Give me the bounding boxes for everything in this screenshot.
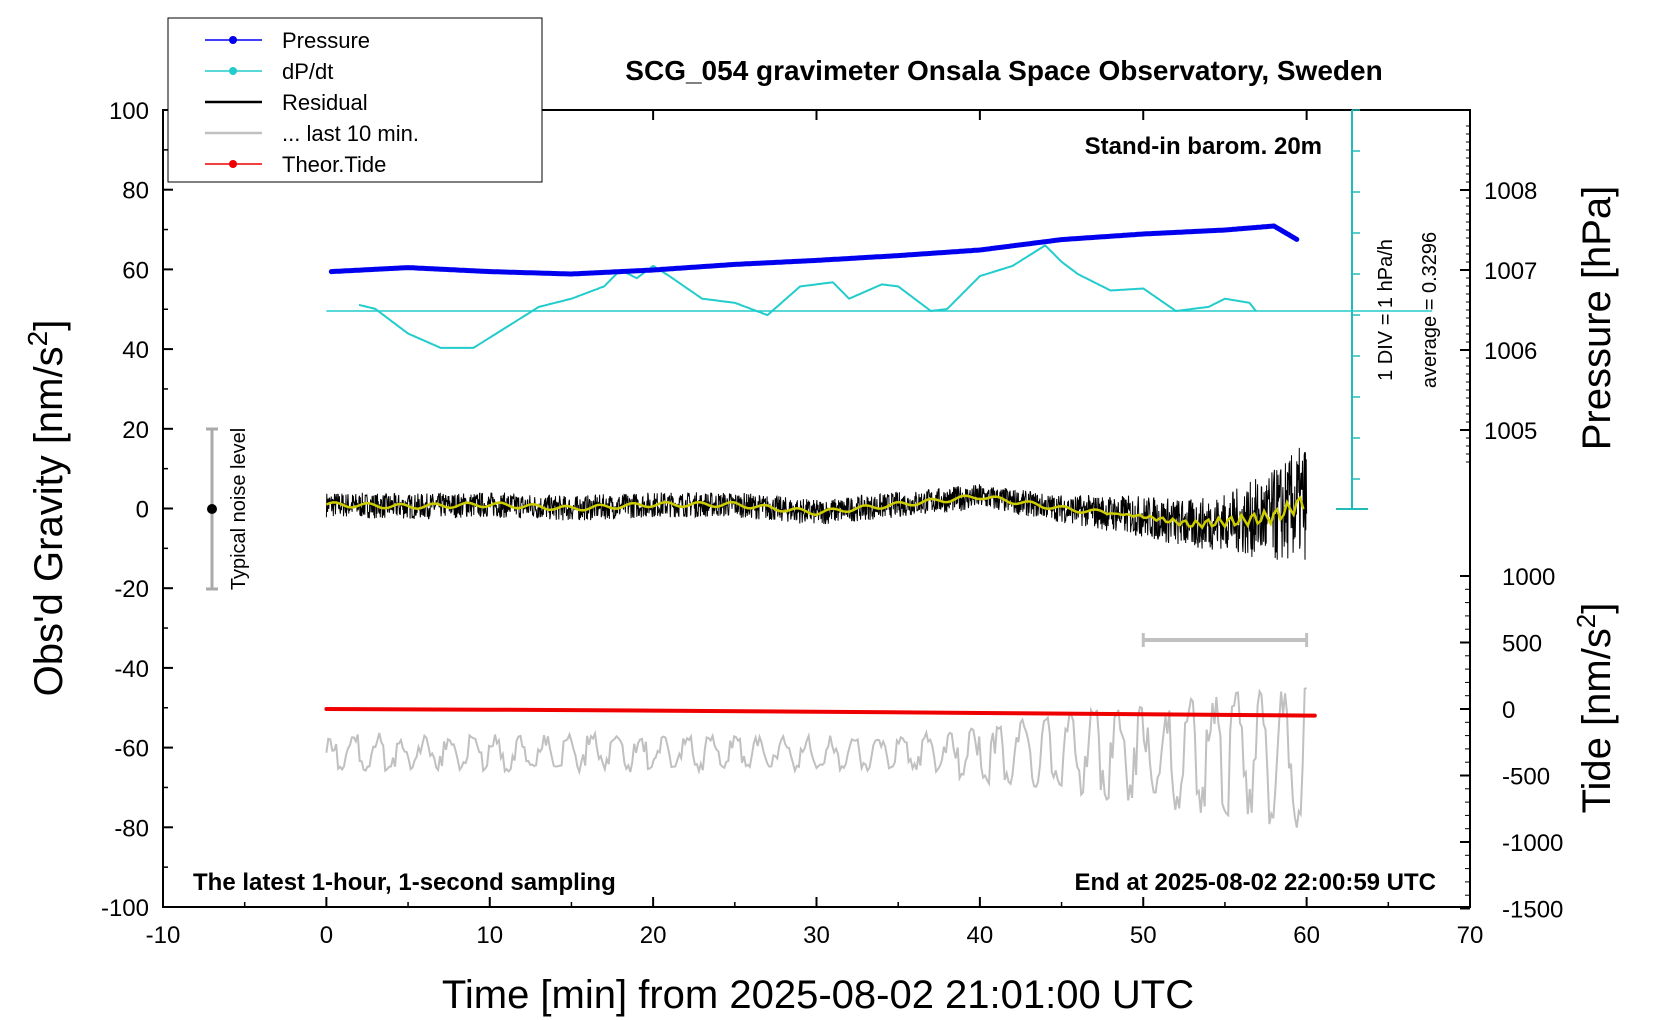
x-tick-label: 30 <box>803 922 830 949</box>
legend-label: Theor.Tide <box>282 152 386 177</box>
x-axis-ticks: -10 0 10 20 30 40 50 60 70 <box>146 110 1484 949</box>
y-axis-ticks: -100 -80 -60 -40 -20 0 20 40 60 80 100 <box>101 98 173 922</box>
x-tick-label: 0 <box>320 922 333 949</box>
noise-level-annotation: Typical noise level <box>228 428 250 590</box>
y-tick-label: -40 <box>114 656 149 683</box>
tide-tick-label: 1000 <box>1502 564 1555 591</box>
tide-axis-label-base: Tide [nm/s <box>1575 628 1619 813</box>
y-tick-label: -60 <box>114 736 149 763</box>
x-tick-label: 60 <box>1293 922 1320 949</box>
pressure-tick-label: 1008 <box>1484 178 1537 205</box>
tide-tick-label: 0 <box>1502 697 1515 724</box>
legend-label: Pressure <box>282 28 370 53</box>
tide-axis-label: Tide [nm/s2] <box>1571 603 1619 814</box>
series-dpdt <box>358 244 1257 349</box>
y-tick-label: 60 <box>122 257 149 284</box>
y-tick-label: -20 <box>114 576 149 603</box>
noise-level-dot <box>207 504 217 514</box>
pressure-tick-label: 1005 <box>1484 418 1537 445</box>
legend: Pressure dP/dt Residual ... last 10 min. The… <box>167 17 543 183</box>
x-tick-label: 20 <box>640 922 667 949</box>
x-tick-label: 50 <box>1130 922 1157 949</box>
tide-tick-label: -1000 <box>1502 830 1563 857</box>
tide-tick-label: -1500 <box>1502 897 1563 924</box>
sampling-annotation: The latest 1-hour, 1-second sampling <box>193 869 616 896</box>
series-pressure <box>328 223 1300 277</box>
dpdt-scale-bar <box>1336 109 1368 510</box>
legend-label: dP/dt <box>282 59 333 84</box>
x-tick-label: 70 <box>1457 922 1484 949</box>
legend-marker <box>229 67 237 75</box>
legend-label: Residual <box>282 90 368 115</box>
y-axis-label: Obs'd Gravity [nm/s2] <box>22 320 72 697</box>
x-axis-label: Time [min] from 2025-08-02 21:01:00 UTC <box>442 973 1194 1017</box>
legend-marker <box>229 36 237 44</box>
pressure-tick-label: 1006 <box>1484 338 1537 365</box>
legend-label: ... last 10 min. <box>282 121 419 146</box>
div-annotation: 1 DIV = 1 hPa/h <box>1375 239 1397 381</box>
y-axis-label-end: ] <box>27 320 71 331</box>
tide-axis-label-sup: 2 <box>1571 614 1601 628</box>
tide-axis-label-end: ] <box>1575 603 1619 614</box>
series-residual-smoothed <box>325 494 1305 530</box>
end-annotation: End at 2025-08-02 22:00:59 UTC <box>1075 869 1437 896</box>
tide-tick-label: 500 <box>1502 631 1542 658</box>
chart-title: SCG_054 gravimeter Onsala Space Observat… <box>625 55 1382 86</box>
pressure-axis-ticks: 1005 1006 1007 1008 <box>1460 125 1537 463</box>
y-tick-label: 100 <box>109 98 149 125</box>
pressure-tick-label: 1007 <box>1484 258 1537 285</box>
series-tide-residual <box>325 687 1307 828</box>
series-residual <box>325 447 1308 560</box>
x-tick-label: -10 <box>146 922 181 949</box>
x-tick-label: 40 <box>967 922 994 949</box>
y-axis-label-sup: 2 <box>22 331 53 347</box>
series-theor-tide <box>324 707 1317 718</box>
legend-marker <box>229 160 237 168</box>
barometer-annotation: Stand-in barom. 20m <box>1085 133 1322 160</box>
y-tick-label: 20 <box>122 417 149 444</box>
pressure-axis-label: Pressure [hPa] <box>1575 186 1619 451</box>
legend-box <box>167 17 543 183</box>
series-layer <box>324 223 1432 828</box>
average-annotation: average = 0.3296 <box>1419 232 1441 388</box>
y-tick-label: 40 <box>122 337 149 364</box>
tide-axis-ticks: -1500 -1000 -500 0 500 1000 <box>1460 564 1563 924</box>
y-tick-label: 0 <box>136 497 149 524</box>
legend-items: Pressure dP/dt Residual ... last 10 min. The… <box>205 28 419 177</box>
y-tick-label: -100 <box>101 895 149 922</box>
y-axis-label-base: Obs'd Gravity [nm/s <box>27 346 71 696</box>
tide-tick-label: -500 <box>1502 764 1550 791</box>
x-tick-label: 10 <box>476 922 503 949</box>
y-tick-label: 80 <box>122 178 149 205</box>
y-tick-label: -80 <box>114 815 149 842</box>
